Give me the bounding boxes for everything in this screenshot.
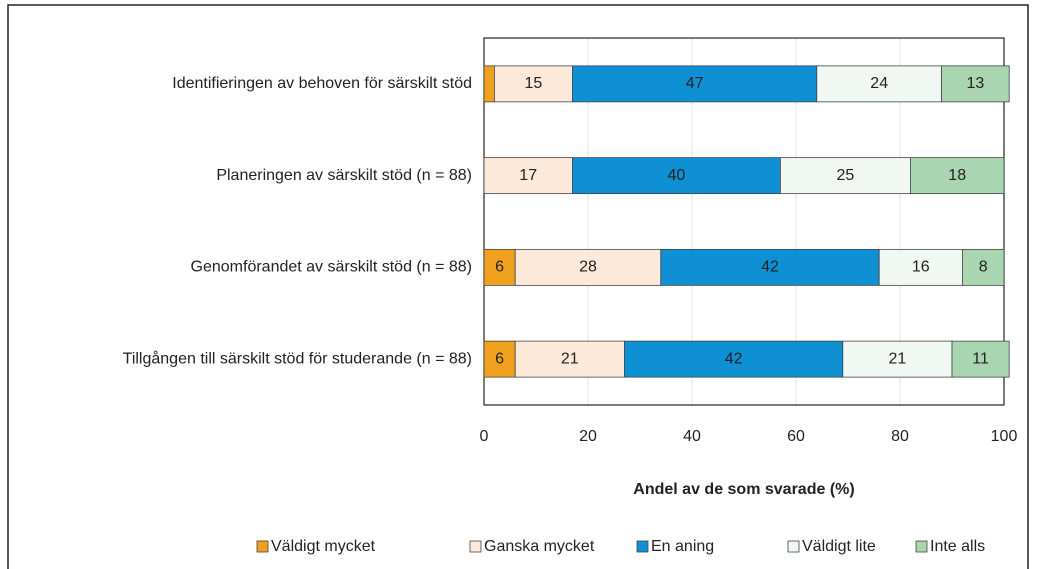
legend-label: Väldigt mycket — [271, 538, 376, 555]
x-tick-label: 0 — [480, 428, 489, 445]
bar-segment — [951, 340, 1010, 378]
data-label: 21 — [561, 350, 579, 367]
legend-swatch — [469, 540, 482, 553]
data-label: 6 — [495, 350, 504, 367]
data-label: 16 — [912, 259, 930, 276]
x-tick-label: 20 — [579, 428, 597, 445]
data-label: 11 — [972, 350, 989, 367]
bar-segment — [910, 157, 1005, 195]
plot-border — [483, 37, 1005, 406]
bar-segment — [483, 248, 516, 286]
data-label: 42 — [725, 350, 743, 367]
bar-segment — [878, 248, 963, 286]
legend-swatch — [787, 540, 800, 553]
data-label: 28 — [579, 259, 597, 276]
data-label: 47 — [686, 75, 704, 92]
data-label: 24 — [870, 75, 888, 92]
data-label: 40 — [668, 167, 686, 184]
legend-label: Ganska mycket — [484, 538, 595, 555]
bar-segment — [572, 65, 818, 103]
legend-label: En aning — [651, 538, 714, 555]
bar-segment — [962, 248, 1005, 286]
legend-swatch — [636, 540, 649, 553]
legend-swatch — [256, 540, 269, 553]
bar-segment — [493, 65, 573, 103]
x-tick-label: 100 — [991, 428, 1018, 445]
legend-label: Väldigt lite — [802, 538, 876, 555]
x-axis-title: Andel av de som svarade (%) — [633, 481, 854, 498]
y-tick-label: Identifieringen av behoven för särskilt … — [172, 75, 472, 92]
data-label: 17 — [519, 167, 537, 184]
legend-swatch — [915, 540, 928, 553]
data-label: 15 — [525, 75, 543, 92]
y-tick-label: Genomförandet av särskilt stöd (n = 88) — [191, 259, 472, 276]
x-tick-label: 40 — [683, 428, 701, 445]
data-label: 18 — [948, 167, 966, 184]
x-tick-label: 80 — [891, 428, 909, 445]
y-tick-label: Planeringen av särskilt stöd (n = 88) — [216, 167, 472, 184]
data-label: 13 — [967, 75, 985, 92]
bar-segment — [941, 65, 1010, 103]
legend-label: Inte alls — [930, 538, 985, 555]
data-label: 21 — [889, 350, 907, 367]
data-label: 25 — [837, 167, 855, 184]
bar-segment — [660, 248, 880, 286]
bar-segment — [514, 248, 662, 286]
data-label: 8 — [979, 259, 988, 276]
bar-segment — [842, 340, 953, 378]
data-label: 6 — [495, 259, 504, 276]
frame — [7, 4, 1029, 569]
x-tick-label: 60 — [787, 428, 805, 445]
data-label: 42 — [761, 259, 779, 276]
y-tick-label: Tillgången till särskilt stöd för studer… — [123, 349, 472, 367]
bar-segment — [483, 65, 495, 103]
bar-segment — [483, 157, 573, 195]
bar-segment — [816, 65, 942, 103]
